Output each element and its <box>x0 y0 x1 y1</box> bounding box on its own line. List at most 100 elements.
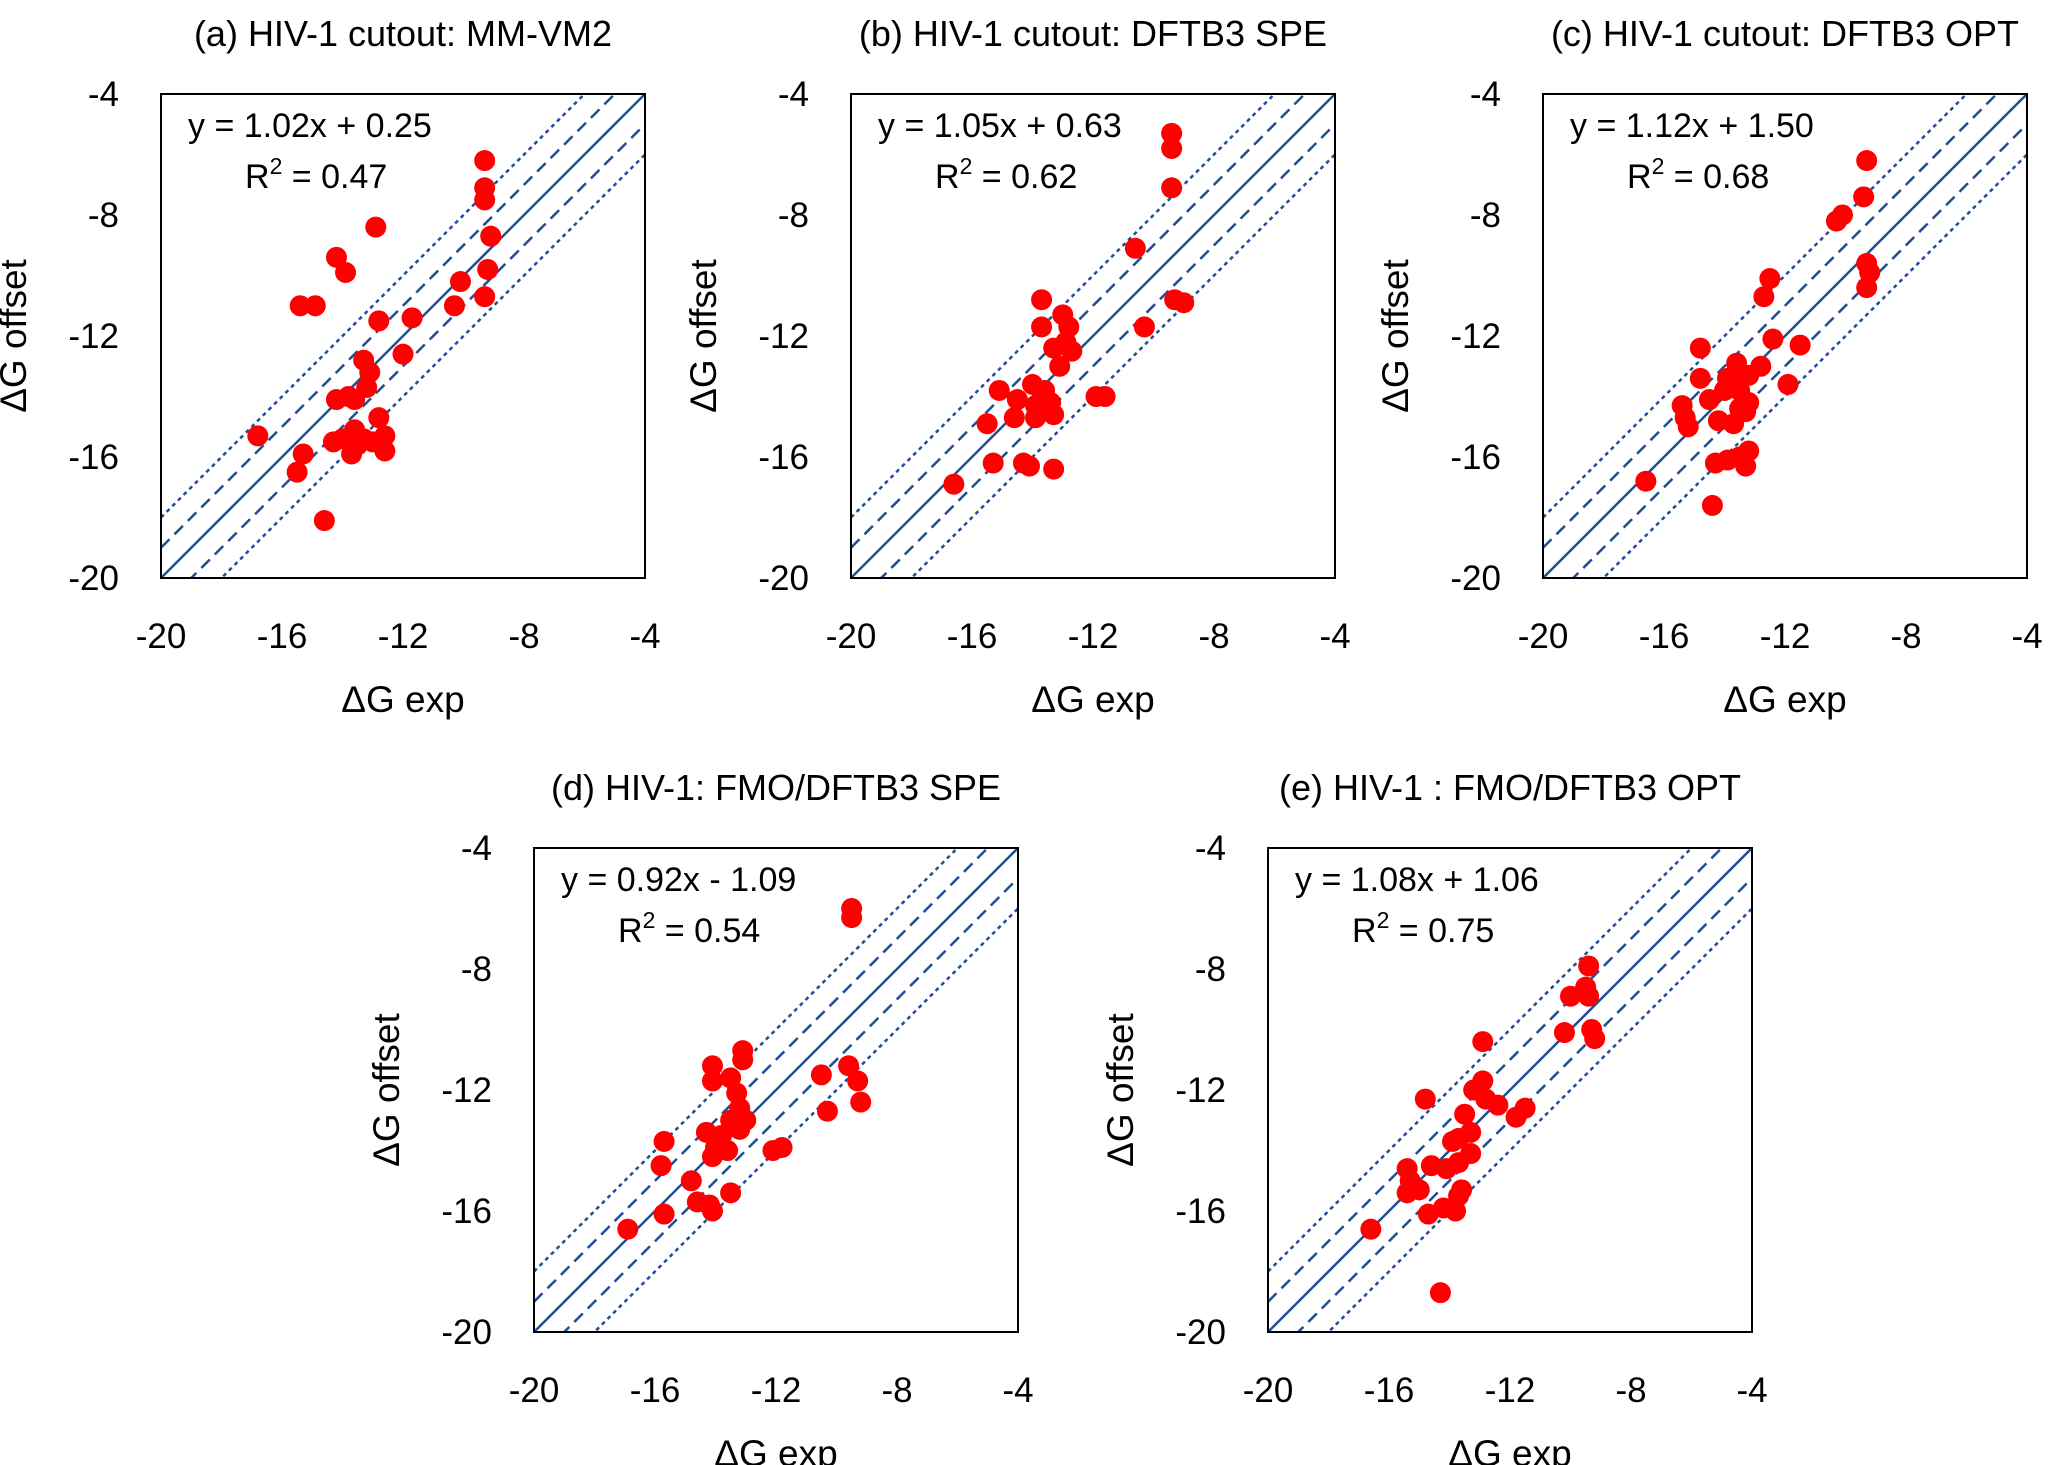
data-point <box>247 425 269 447</box>
data-point <box>1094 386 1116 407</box>
x-tick-label: -20 <box>1518 617 1569 656</box>
data-point <box>982 452 1004 474</box>
x-tick-label: -16 <box>1639 617 1690 656</box>
reference-lines <box>161 94 645 578</box>
data-point <box>374 440 396 462</box>
data-point <box>1578 985 1600 1007</box>
scatter-series <box>943 122 1195 495</box>
data-point <box>1061 340 1083 362</box>
data-point <box>480 225 502 247</box>
r-squared-label: R2 = 0.62 <box>935 153 1077 196</box>
offset-line <box>562 877 1018 1332</box>
regression-equation: y = 1.08x + 1.06 <box>1295 861 1539 899</box>
data-point <box>1762 328 1784 350</box>
data-point <box>1701 494 1723 516</box>
y-tick-label: -8 <box>1470 196 1501 235</box>
y-axis-label: ΔG offset <box>0 258 34 412</box>
data-point <box>443 295 465 317</box>
y-tick-label: -16 <box>441 1192 492 1231</box>
data-point <box>1789 334 1811 356</box>
y-tick-label: -12 <box>68 317 119 356</box>
x-tick-label: -12 <box>1760 617 1811 656</box>
offset-line <box>1268 848 1724 1303</box>
y-tick-label: -4 <box>88 75 119 114</box>
data-point <box>732 1049 754 1071</box>
data-point <box>1853 186 1875 208</box>
y-tick-label: -16 <box>68 438 119 477</box>
data-point <box>286 461 308 483</box>
offset-line <box>161 94 587 519</box>
data-point <box>1173 292 1195 314</box>
data-point <box>449 271 471 293</box>
x-tick-label: -12 <box>378 617 429 656</box>
data-point <box>720 1182 742 1204</box>
x-axis-label: ΔG exp <box>1448 1433 1571 1465</box>
x-tick-label: -20 <box>1243 1371 1294 1410</box>
plot-frame <box>1542 93 2028 579</box>
data-point <box>1161 122 1183 144</box>
data-point <box>1049 355 1071 377</box>
x-tick-label: -8 <box>1890 617 1921 656</box>
data-point <box>1442 1130 1464 1152</box>
data-point <box>701 1146 723 1168</box>
panel-c: (c) HIV-1 cutout: DFTB3 OPT -20 -16 -12 -8 -4… <box>1375 13 2043 720</box>
offset-line <box>1543 94 1999 549</box>
reference-lines <box>534 848 1018 1332</box>
y-tick-label: -4 <box>1195 829 1226 868</box>
data-point <box>335 261 357 283</box>
data-point <box>1472 1031 1494 1053</box>
data-point <box>1161 177 1183 199</box>
y-tick-label: -4 <box>461 829 492 868</box>
plot-frame <box>1267 847 1753 1333</box>
panel-a: (a) HIV-1 cutout: MM-VM2 -20 -16 -12 -8 -4 -4 -… <box>0 13 661 720</box>
identity-line <box>161 94 645 578</box>
data-point <box>810 1064 832 1086</box>
regression-equation: y = 1.05x + 0.63 <box>878 107 1122 145</box>
data-point <box>847 1070 869 1092</box>
data-point <box>653 1130 675 1152</box>
panel-b: (b) HIV-1 cutout: DFTB3 SPE -20 -16 -12 -8 -4… <box>683 13 1351 720</box>
data-point <box>1689 367 1711 389</box>
data-point <box>1514 1097 1536 1119</box>
data-point <box>988 379 1010 401</box>
data-point <box>1856 150 1878 172</box>
data-point <box>325 246 347 268</box>
data-point <box>1025 407 1047 429</box>
data-point <box>1560 985 1581 1007</box>
y-tick-label: -20 <box>758 559 809 598</box>
data-point <box>1777 373 1799 395</box>
data-point <box>1396 1182 1418 1204</box>
data-point <box>1553 1022 1575 1044</box>
x-tick-label: -4 <box>2011 617 2042 656</box>
data-point <box>1043 337 1065 359</box>
data-point <box>341 443 363 465</box>
offset-line <box>1543 94 1969 519</box>
data-point <box>1738 364 1760 386</box>
plot-frame <box>533 847 1019 1333</box>
data-point <box>701 1200 723 1222</box>
y-tick-label: -20 <box>441 1313 492 1352</box>
identity-line <box>851 94 1335 578</box>
data-point <box>1031 316 1053 338</box>
data-point <box>816 1100 838 1122</box>
panel-d: (d) HIV-1: FMO/DFTB3 SPE -20 -16 -12 -8 -4 -4 -… <box>366 767 1034 1465</box>
y-tick-label: -16 <box>1175 1192 1226 1231</box>
regression-equation: y = 1.12x + 1.50 <box>1570 107 1814 145</box>
x-axis-label: ΔG exp <box>1723 679 1846 720</box>
data-point <box>477 258 499 280</box>
data-point <box>1417 1203 1439 1225</box>
data-point <box>1133 316 1155 338</box>
data-point <box>368 407 390 429</box>
r-squared-label: R2 = 0.68 <box>1627 153 1769 196</box>
data-point <box>1445 1200 1467 1222</box>
offset-line <box>909 153 1335 578</box>
x-tick-label: -16 <box>947 617 998 656</box>
y-axis-label: ΔG offset <box>366 1012 407 1166</box>
data-point <box>1161 137 1183 159</box>
x-tick-label: -4 <box>1736 1371 1767 1410</box>
data-point <box>1635 470 1657 492</box>
x-tick-label: -12 <box>1068 617 1119 656</box>
data-point <box>325 389 347 411</box>
offset-line <box>161 94 617 549</box>
